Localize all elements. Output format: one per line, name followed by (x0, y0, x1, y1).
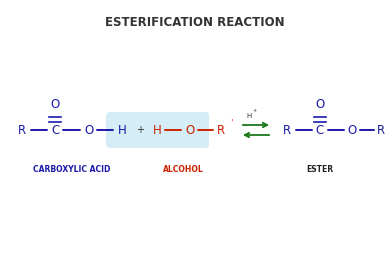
Text: O: O (347, 123, 356, 137)
Text: O: O (316, 97, 324, 111)
Text: R: R (283, 123, 291, 137)
Text: +: + (136, 125, 144, 135)
Text: H: H (152, 123, 161, 137)
Text: R: R (18, 123, 26, 137)
Text: H: H (246, 113, 252, 119)
Text: ESTER: ESTER (307, 165, 333, 174)
Text: H: H (118, 123, 126, 137)
Text: R: R (377, 123, 385, 137)
Text: +: + (253, 109, 257, 113)
Text: O: O (50, 97, 60, 111)
Text: C: C (316, 123, 324, 137)
Text: C: C (51, 123, 59, 137)
FancyBboxPatch shape (106, 112, 209, 148)
Text: O: O (185, 123, 195, 137)
Text: CARBOXYLIC ACID: CARBOXYLIC ACID (33, 165, 111, 174)
Text: ': ' (230, 118, 232, 127)
Text: O: O (84, 123, 94, 137)
Text: ALCOHOL: ALCOHOL (163, 165, 203, 174)
Text: ESTERIFICATION REACTION: ESTERIFICATION REACTION (105, 15, 285, 29)
Text: R: R (217, 123, 225, 137)
